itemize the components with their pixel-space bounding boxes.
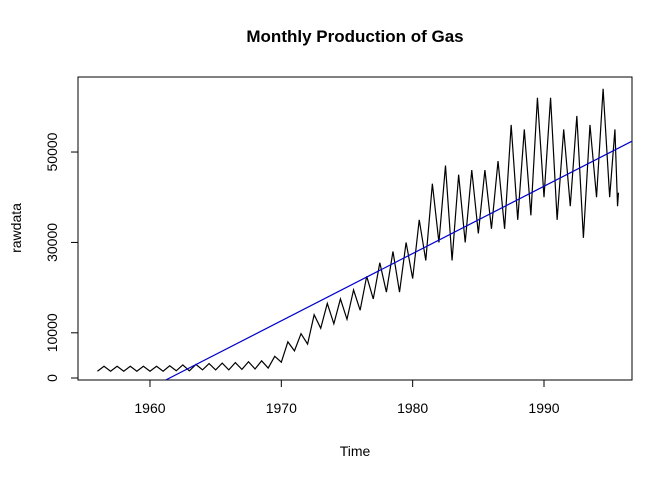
x-tick-label: 1990 xyxy=(528,400,559,416)
x-tick-label: 1980 xyxy=(397,400,428,416)
series-line xyxy=(97,88,620,372)
y-tick-label: 10000 xyxy=(44,313,60,352)
y-axis-label: rawdata xyxy=(8,203,24,253)
x-tick-label: 1970 xyxy=(266,400,297,416)
chart-title: Monthly Production of Gas xyxy=(246,27,463,46)
y-tick-label: 0 xyxy=(44,374,60,382)
plot-frame xyxy=(77,76,633,381)
y-tick-label: 50000 xyxy=(44,132,60,171)
x-axis-label: Time xyxy=(340,443,371,459)
y-tick-label: 30000 xyxy=(44,223,60,262)
x-tick-label: 1960 xyxy=(134,400,165,416)
series-line xyxy=(165,140,632,380)
